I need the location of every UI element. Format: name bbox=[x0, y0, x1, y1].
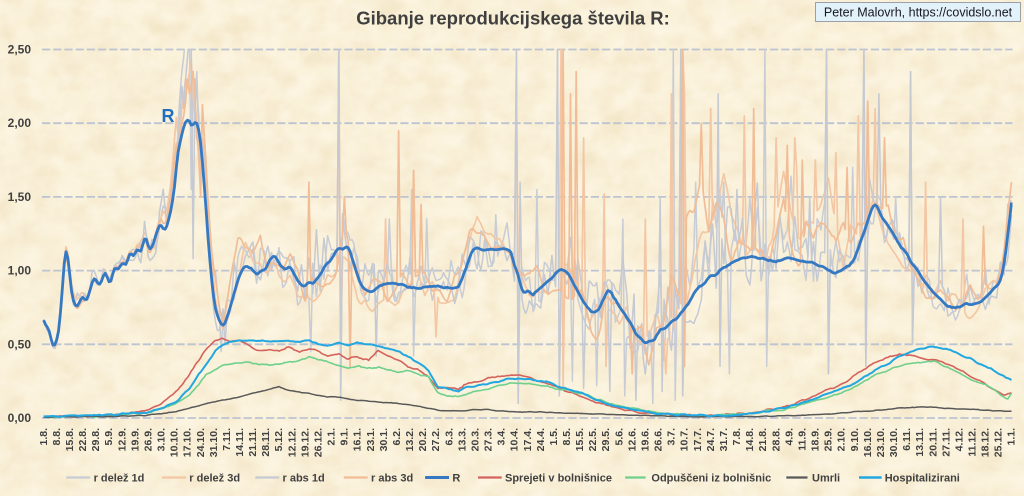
svg-text:5.12.: 5.12. bbox=[273, 428, 285, 451]
svg-text:15.8.: 15.8. bbox=[64, 428, 76, 451]
svg-text:21.11.: 21.11. bbox=[247, 428, 259, 457]
svg-text:3.10.: 3.10. bbox=[156, 428, 168, 451]
svg-text:10.10.: 10.10. bbox=[169, 428, 181, 457]
svg-text:17.10.: 17.10. bbox=[182, 428, 194, 457]
svg-text:10.4.: 10.4. bbox=[509, 428, 521, 451]
svg-text:Sprejeti v bolnišnice: Sprejeti v bolnišnice bbox=[505, 473, 612, 485]
svg-text:19.9.: 19.9. bbox=[129, 428, 141, 451]
svg-text:29.8.: 29.8. bbox=[90, 428, 102, 451]
svg-text:24.4.: 24.4. bbox=[535, 428, 547, 451]
svg-text:0,50: 0,50 bbox=[8, 337, 32, 351]
svg-text:Hospitalizirani: Hospitalizirani bbox=[885, 473, 960, 485]
svg-text:14.8.: 14.8. bbox=[744, 428, 756, 451]
svg-text:13.2.: 13.2. bbox=[404, 428, 416, 451]
svg-text:12.12.: 12.12. bbox=[286, 428, 298, 457]
svg-text:r delež 3d: r delež 3d bbox=[189, 473, 240, 485]
svg-text:17.7.: 17.7. bbox=[692, 428, 704, 451]
svg-text:6.11.: 6.11. bbox=[901, 428, 913, 451]
svg-text:7.8.: 7.8. bbox=[731, 428, 743, 446]
svg-text:r delež 1d: r delež 1d bbox=[94, 473, 145, 485]
svg-text:26.6.: 26.6. bbox=[653, 428, 665, 451]
svg-text:9.10.: 9.10. bbox=[849, 428, 861, 451]
svg-text:8.5.: 8.5. bbox=[561, 428, 573, 446]
svg-text:30.1.: 30.1. bbox=[378, 428, 390, 451]
svg-text:24.10.: 24.10. bbox=[195, 428, 207, 457]
svg-text:3.4.: 3.4. bbox=[496, 428, 508, 446]
svg-text:25.12.: 25.12. bbox=[993, 428, 1005, 457]
svg-text:4.9.: 4.9. bbox=[783, 428, 795, 446]
svg-text:26.9.: 26.9. bbox=[142, 428, 154, 451]
svg-text:12.9.: 12.9. bbox=[116, 428, 128, 451]
svg-text:3.7.: 3.7. bbox=[666, 428, 678, 446]
svg-text:22.8.: 22.8. bbox=[77, 428, 89, 451]
svg-text:5.9.: 5.9. bbox=[103, 428, 115, 446]
svg-text:5.6.: 5.6. bbox=[613, 428, 625, 446]
svg-text:13.11.: 13.11. bbox=[914, 428, 926, 457]
svg-text:20.11.: 20.11. bbox=[927, 428, 939, 457]
svg-text:2,00: 2,00 bbox=[8, 116, 32, 130]
svg-text:23.1.: 23.1. bbox=[365, 428, 377, 451]
svg-text:18.9.: 18.9. bbox=[810, 428, 822, 451]
svg-text:19.12.: 19.12. bbox=[299, 428, 311, 457]
svg-text:28.11.: 28.11. bbox=[260, 428, 272, 457]
svg-text:2,50: 2,50 bbox=[8, 43, 32, 57]
svg-text:30.10.: 30.10. bbox=[888, 428, 900, 457]
svg-text:16.1.: 16.1. bbox=[352, 428, 364, 451]
svg-text:15.5.: 15.5. bbox=[574, 428, 586, 451]
svg-text:12.6.: 12.6. bbox=[626, 428, 638, 451]
svg-text:29.5.: 29.5. bbox=[600, 428, 612, 451]
svg-text:R: R bbox=[452, 473, 460, 485]
svg-text:27.3.: 27.3. bbox=[483, 428, 495, 451]
svg-text:Peter Malovrh, https://covidsl: Peter Malovrh, https://covidslo.net bbox=[824, 6, 1013, 20]
svg-text:14.11.: 14.11. bbox=[234, 428, 246, 457]
svg-text:1.5.: 1.5. bbox=[548, 428, 560, 446]
svg-text:16.10.: 16.10. bbox=[862, 428, 874, 457]
svg-text:28.8.: 28.8. bbox=[770, 428, 782, 451]
svg-text:7.11.: 7.11. bbox=[221, 428, 233, 451]
svg-text:23.10.: 23.10. bbox=[875, 428, 887, 457]
svg-text:9.1.: 9.1. bbox=[339, 428, 351, 446]
svg-text:11.12.: 11.12. bbox=[967, 428, 979, 457]
svg-text:1,00: 1,00 bbox=[8, 264, 32, 278]
svg-text:22.5.: 22.5. bbox=[587, 428, 599, 451]
svg-text:Gibanje reprodukcijskega števi: Gibanje reprodukcijskega števila R: bbox=[356, 8, 670, 29]
svg-text:25.9.: 25.9. bbox=[823, 428, 835, 451]
svg-text:13.3.: 13.3. bbox=[456, 428, 468, 451]
svg-text:26.12.: 26.12. bbox=[313, 428, 325, 457]
svg-text:0,00: 0,00 bbox=[8, 411, 32, 425]
svg-text:27.11.: 27.11. bbox=[940, 428, 952, 457]
svg-text:Umrli: Umrli bbox=[812, 473, 840, 485]
svg-text:17.4.: 17.4. bbox=[522, 428, 534, 451]
svg-text:6.3.: 6.3. bbox=[443, 428, 455, 446]
svg-text:27.2.: 27.2. bbox=[430, 428, 442, 451]
svg-text:R: R bbox=[162, 106, 175, 126]
svg-text:1.1.: 1.1. bbox=[1006, 428, 1018, 446]
svg-text:Odpuščeni iz bolnišnic: Odpuščeni iz bolnišnic bbox=[651, 473, 771, 485]
svg-text:31.10.: 31.10. bbox=[208, 428, 220, 457]
svg-text:r abs 1d: r abs 1d bbox=[283, 473, 325, 485]
svg-text:8.8.: 8.8. bbox=[51, 428, 63, 446]
svg-text:4.12.: 4.12. bbox=[953, 428, 965, 451]
svg-text:11.9.: 11.9. bbox=[797, 428, 809, 451]
svg-text:21.8.: 21.8. bbox=[757, 428, 769, 451]
svg-text:18.12.: 18.12. bbox=[980, 428, 992, 457]
svg-text:19.6.: 19.6. bbox=[640, 428, 652, 451]
svg-text:1.8.: 1.8. bbox=[38, 428, 50, 446]
svg-text:1,50: 1,50 bbox=[8, 190, 32, 204]
svg-text:10.7.: 10.7. bbox=[679, 428, 691, 451]
svg-text:r abs 3d: r abs 3d bbox=[371, 473, 413, 485]
svg-text:20.3.: 20.3. bbox=[469, 428, 481, 451]
svg-text:20.2.: 20.2. bbox=[417, 428, 429, 451]
svg-text:2.1.: 2.1. bbox=[326, 428, 338, 446]
svg-text:24.7.: 24.7. bbox=[705, 428, 717, 451]
svg-text:2.10.: 2.10. bbox=[836, 428, 848, 451]
svg-text:31.7.: 31.7. bbox=[718, 428, 730, 451]
svg-text:6.2.: 6.2. bbox=[391, 428, 403, 446]
